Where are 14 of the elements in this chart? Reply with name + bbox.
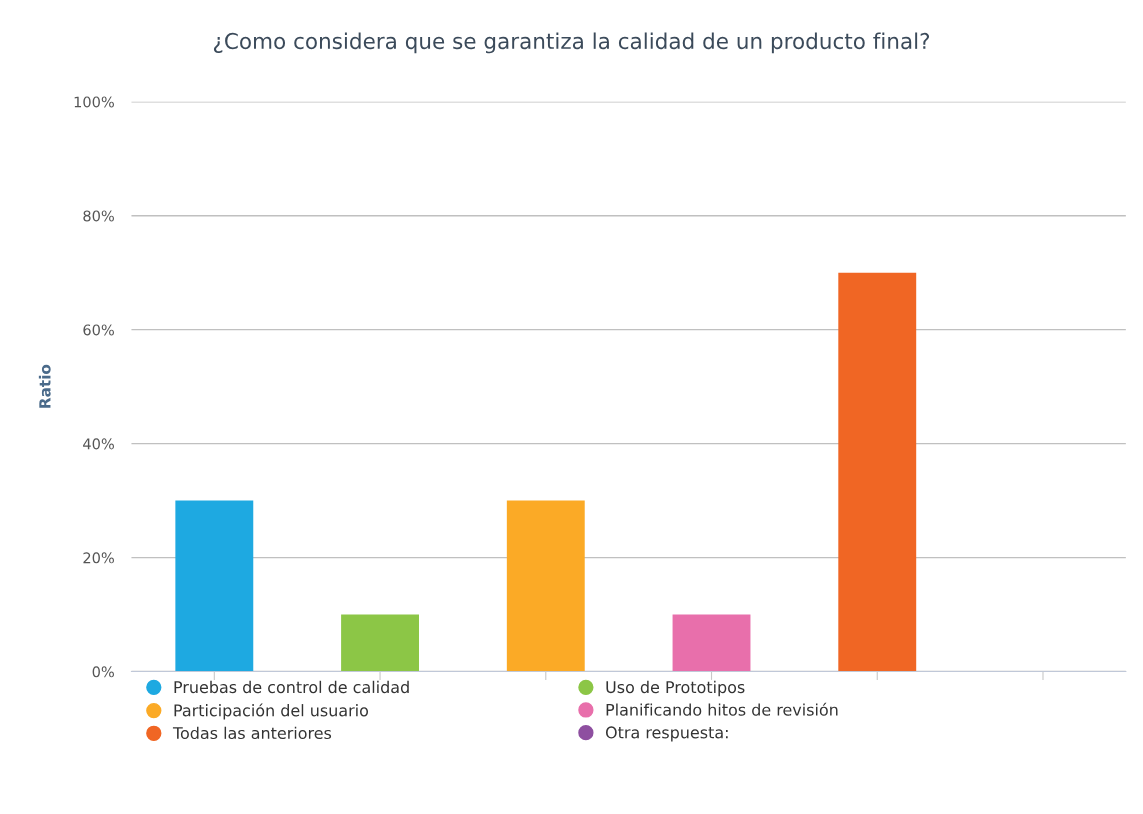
y-tick-label: 20% xyxy=(83,552,114,564)
legend-label: Uso de Prototipos xyxy=(606,680,745,697)
legend-label: Pruebas de control de calidad xyxy=(174,680,409,694)
legend-label: Todas las anteriores xyxy=(172,726,332,740)
chart-title: ¿Como considera que se garantiza la calidad de un producto final? xyxy=(213,32,930,54)
legend-label: Planificando hitos de revisión xyxy=(606,702,838,716)
y-tick-label: 0% xyxy=(92,666,114,678)
y-tick-label: 60% xyxy=(83,324,114,336)
legend-label: Participación del usuario xyxy=(174,703,369,720)
y-axis-title: Ratio xyxy=(38,364,51,408)
y-tick-label: 100% xyxy=(74,96,114,108)
legend-label: Otra respuesta: xyxy=(605,726,728,742)
y-tick-label: 40% xyxy=(83,438,114,450)
y-tick-label: 80% xyxy=(83,210,114,222)
